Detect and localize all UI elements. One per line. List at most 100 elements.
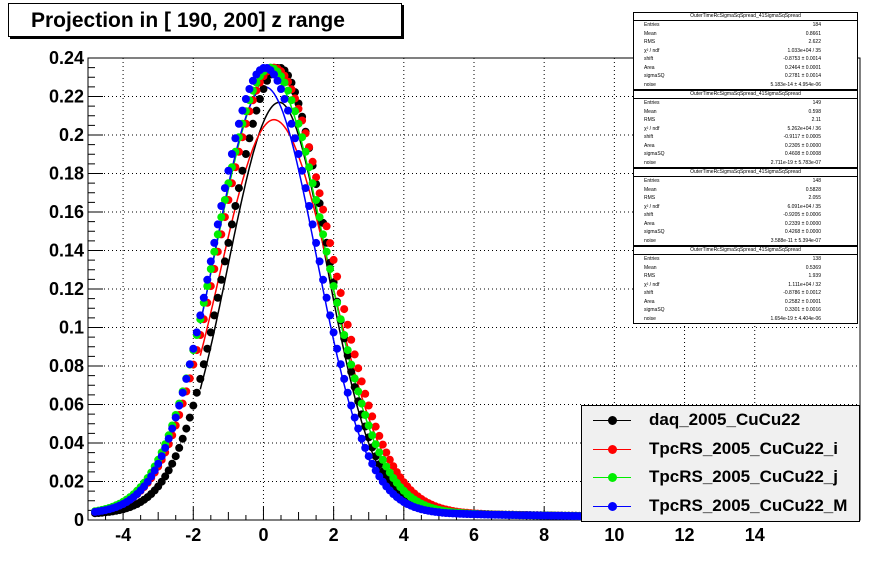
data-point bbox=[319, 205, 328, 214]
stats-value: -0.8786 ± 0.0012 bbox=[783, 290, 821, 296]
stats-row: Entries 149 bbox=[634, 99, 857, 108]
data-point bbox=[217, 213, 226, 222]
stats-row: sigmaSQ 0.4608 ± 0.0008 bbox=[634, 150, 857, 159]
stats-row: sigmaSQ 0.2781 ± 0.0014 bbox=[634, 72, 857, 81]
stats-row: sigmaSQ 0.3301 ± 0.0016 bbox=[634, 306, 857, 315]
stats-key: shift bbox=[644, 290, 654, 296]
data-point bbox=[378, 440, 387, 449]
data-point bbox=[147, 472, 156, 481]
data-point bbox=[241, 150, 250, 158]
data-point bbox=[340, 331, 349, 339]
stats-key: noise bbox=[644, 159, 656, 166]
y-tick-label: 0.08 bbox=[49, 356, 84, 376]
data-point bbox=[171, 452, 180, 461]
data-point bbox=[203, 344, 212, 353]
data-point bbox=[382, 448, 391, 457]
legend-marker bbox=[608, 444, 617, 454]
data-point bbox=[182, 374, 191, 383]
data-point bbox=[231, 202, 240, 210]
data-point bbox=[164, 466, 173, 475]
data-point bbox=[277, 85, 285, 93]
data-point bbox=[213, 293, 222, 302]
data-point bbox=[224, 166, 233, 175]
data-point bbox=[361, 389, 370, 398]
y-tick-label: 0.12 bbox=[49, 279, 84, 299]
stats-key: Mean bbox=[644, 186, 657, 193]
stats-row: noise 3.588e-11 ± 5.394e-07 bbox=[634, 237, 857, 246]
stats-value: 3.588e-11 ± 5.394e-07 bbox=[770, 237, 821, 244]
stats-key: noise bbox=[644, 315, 656, 322]
stats-row: sigmaSQ 0.4268 ± 0.0000 bbox=[634, 228, 857, 237]
data-point bbox=[168, 459, 177, 468]
data-point bbox=[368, 459, 377, 468]
data-point bbox=[347, 367, 356, 376]
stats-panel: OuterTimeRcSigmaSqSpread_41SigmaSqSpread… bbox=[633, 12, 858, 90]
stats-key: χ² / ndf bbox=[644, 281, 660, 288]
data-point bbox=[329, 282, 338, 291]
legend-label: TpcRS_2005_CuCu22_M bbox=[649, 495, 848, 515]
data-point bbox=[259, 85, 268, 93]
stats-row: Entries 138 bbox=[634, 255, 857, 264]
data-point bbox=[287, 96, 296, 105]
data-point bbox=[154, 459, 163, 468]
stats-row: Mean 0.5828 bbox=[634, 186, 857, 195]
chart-title: Projection in [ 190, 200] z range bbox=[31, 9, 345, 32]
stats-row: RMS 2.11 bbox=[634, 116, 857, 125]
stats-title: OuterTimeRcSigmaSqSpread_41SigmaSqSpread bbox=[634, 91, 857, 99]
stats-value: 5.183e-14 ± 4.954e-06 bbox=[770, 81, 821, 88]
stats-row: Entries 148 bbox=[634, 177, 857, 186]
stats-key: noise bbox=[644, 81, 656, 88]
data-point bbox=[206, 328, 215, 337]
data-point bbox=[284, 86, 292, 95]
data-point bbox=[301, 184, 310, 193]
x-tick-label: 12 bbox=[675, 525, 695, 545]
data-point bbox=[315, 213, 324, 222]
stats-value: 6.091e+04 / 35 bbox=[787, 203, 821, 210]
data-point bbox=[171, 413, 180, 422]
data-point bbox=[168, 424, 177, 433]
y-tick-label: 0.1 bbox=[59, 318, 84, 338]
data-point bbox=[178, 388, 187, 397]
stats-key: shift bbox=[644, 134, 654, 140]
data-point bbox=[248, 119, 257, 128]
stats-key: sigmaSQ bbox=[644, 307, 665, 313]
data-point bbox=[241, 95, 250, 103]
stats-value: 0.2781 ± 0.0014 bbox=[784, 73, 821, 79]
data-point bbox=[199, 293, 208, 302]
stats-panel: OuterTimeRcSigmaSqSpread_41SigmaSqSpread… bbox=[633, 90, 858, 168]
data-point bbox=[206, 257, 215, 266]
data-point bbox=[150, 466, 159, 475]
data-point bbox=[329, 255, 338, 264]
data-point bbox=[368, 412, 377, 421]
y-tick-label: 0.06 bbox=[49, 395, 84, 415]
data-point bbox=[371, 440, 380, 449]
stats-panels: OuterTimeRcSigmaSqSpread_41SigmaSqSpread… bbox=[633, 12, 858, 324]
stats-row: shift -0.9117 ± 0.0005 bbox=[634, 133, 857, 142]
data-point bbox=[234, 184, 243, 193]
data-point bbox=[326, 239, 335, 248]
data-point bbox=[364, 452, 373, 461]
data-point bbox=[319, 275, 328, 284]
stats-key: RMS bbox=[644, 195, 656, 201]
data-point bbox=[312, 196, 321, 204]
x-tick-label: 4 bbox=[399, 525, 409, 545]
data-point bbox=[287, 119, 296, 128]
data-point bbox=[255, 95, 264, 103]
stats-value: 1.033e+04 / 35 bbox=[787, 47, 821, 54]
y-tick-label: 0.16 bbox=[49, 202, 84, 222]
stats-value: 2.11 bbox=[811, 117, 821, 123]
stats-key: Entries bbox=[644, 22, 660, 28]
data-point bbox=[161, 472, 170, 481]
stats-key: shift bbox=[644, 56, 654, 62]
legend: daq_2005_CuCu22 TpcRS_2005_CuCu22_i TpcRS_… bbox=[581, 405, 860, 522]
data-point bbox=[361, 443, 370, 452]
stats-title: OuterTimeRcSigmaSqSpread_41SigmaSqSpread bbox=[634, 169, 857, 177]
data-point bbox=[284, 106, 292, 115]
legend-entry: TpcRS_2005_CuCu22_M bbox=[582, 493, 861, 520]
data-point bbox=[343, 320, 352, 329]
stats-key: Area bbox=[644, 64, 655, 71]
data-point bbox=[203, 282, 212, 291]
data-point bbox=[227, 220, 236, 229]
x-tick-label: 10 bbox=[604, 525, 624, 545]
data-point bbox=[354, 387, 363, 396]
